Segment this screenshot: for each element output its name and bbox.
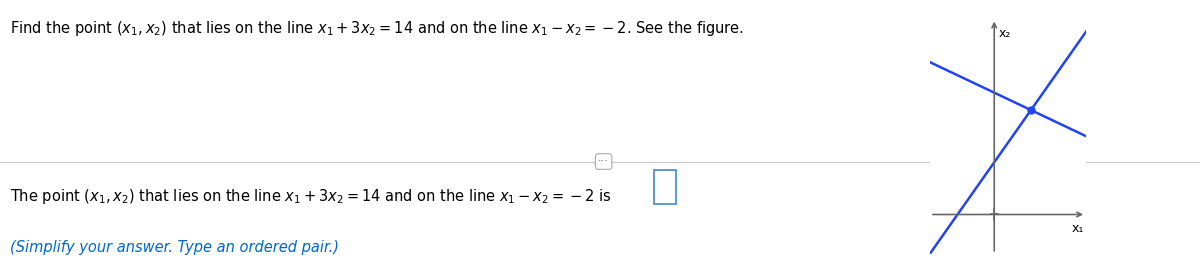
Text: x₂: x₂ <box>998 26 1010 40</box>
Text: Find the point $(x_1,x_2)$ that lies on the line $x_1 + 3x_2 = 14$ and on the li: Find the point $(x_1,x_2)$ that lies on … <box>10 19 744 38</box>
Bar <box>654 170 676 204</box>
Text: ···: ··· <box>598 156 610 167</box>
Text: (Simplify your answer. Type an ordered pair.): (Simplify your answer. Type an ordered p… <box>10 240 338 255</box>
Text: x₁: x₁ <box>1072 222 1084 235</box>
Text: The point $(x_1,x_2)$ that lies on the line $x_1 + 3x_2 = 14$ and on the line $x: The point $(x_1,x_2)$ that lies on the l… <box>10 187 611 206</box>
